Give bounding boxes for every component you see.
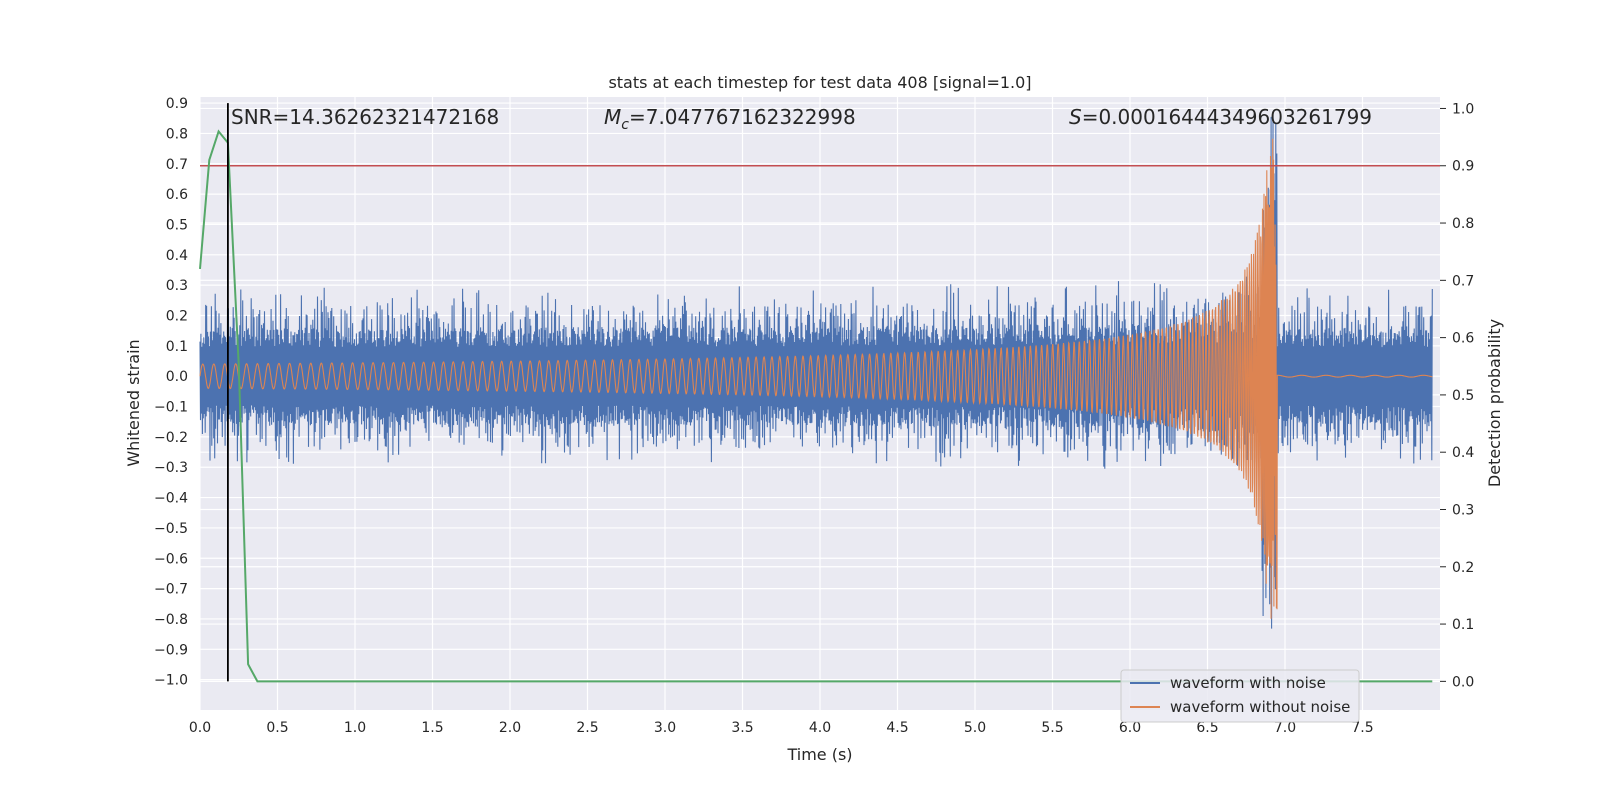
y-tick-label-right: 0.5 <box>1452 388 1474 404</box>
y-tick-label-right: 0.1 <box>1452 617 1474 633</box>
s-annotation: S=0.00016444349603261799 <box>1069 105 1372 129</box>
legend-label-clean: waveform without noise <box>1170 698 1350 716</box>
y-tick-label-left: −0.9 <box>154 642 188 658</box>
y-tick-label-left: −0.3 <box>154 460 188 476</box>
y-tick-label-left: 0.8 <box>166 126 188 142</box>
chart-title: stats at each timestep for test data 408… <box>608 73 1031 92</box>
y-tick-label-right: 1.0 <box>1452 101 1474 117</box>
mc-annotation: Mc=7.047767162322998 <box>604 105 856 133</box>
y-axis-label-right: Detection probability <box>1485 319 1504 487</box>
x-tick-label: 4.0 <box>809 720 831 736</box>
mc-annotation-value: =7.047767162322998 <box>629 105 856 129</box>
y-tick-label-left: 0.3 <box>166 278 188 294</box>
legend-box <box>1120 669 1360 723</box>
x-tick-label: 5.5 <box>1041 720 1063 736</box>
axes: 0.0 0.5 1.0 1.5 2.0 2.5 3.0 3.5 4.0 4.5 5.0 5.5 6.0 6… <box>154 96 1474 736</box>
y-tick-label-left: −1.0 <box>154 673 188 689</box>
y-tick-label-left: 0.2 <box>166 308 188 324</box>
y-tick-label-left: 0.4 <box>166 248 188 264</box>
y-tick-label-right: 0.3 <box>1452 502 1474 518</box>
snr-annotation: SNR=14.36262321472168 <box>231 105 499 129</box>
x-tick-label: 2.5 <box>576 720 598 736</box>
series-waveform-without-noise <box>199 138 1433 619</box>
x-tick-label: 5.0 <box>964 720 986 736</box>
data-layer <box>199 103 1440 683</box>
y-tick-label-left: 0.7 <box>166 157 188 173</box>
y-tick-label-left: −0.1 <box>154 400 188 416</box>
y-tick-label-left: −0.7 <box>154 582 188 598</box>
x-tick-label: 2.0 <box>499 720 521 736</box>
x-tick-label: 1.0 <box>344 720 366 736</box>
x-tick-label: 6.5 <box>1196 720 1218 736</box>
y-tick-label-right: 0.2 <box>1452 560 1474 576</box>
x-tick-label: 3.5 <box>731 720 753 736</box>
x-tick-label: 0.0 <box>189 720 211 736</box>
y-tick-label-left: 0.6 <box>166 187 188 203</box>
x-tick-label: 3.0 <box>654 720 676 736</box>
y-tick-label-left: 0.5 <box>166 217 188 233</box>
y-tick-label-left: 0.1 <box>166 339 188 355</box>
x-axis-label: Time (s) <box>786 745 852 764</box>
y-tick-label-left: −0.6 <box>154 551 188 567</box>
y-tick-label-right: 0.4 <box>1452 445 1474 461</box>
y-tick-label-right: 0.6 <box>1452 331 1474 347</box>
x-tick-label: 0.5 <box>266 720 288 736</box>
s-annotation-value: =0.00016444349603261799 <box>1082 105 1372 129</box>
y-tick-label-right: 0.8 <box>1452 216 1474 232</box>
x-tick-label: 1.5 <box>421 720 443 736</box>
y-tick-label-right: 0.9 <box>1452 159 1474 175</box>
x-tick-label: 7.0 <box>1274 720 1296 736</box>
y-tick-label-left: −0.4 <box>154 491 188 507</box>
y-axis-label-left: Whitened strain <box>124 339 143 466</box>
x-tick-label: 7.5 <box>1351 720 1373 736</box>
x-tick-label: 6.0 <box>1119 720 1141 736</box>
y-tick-label-right: 0.7 <box>1452 273 1474 289</box>
legend-label-noise: waveform with noise <box>1170 674 1326 692</box>
y-tick-label-left: −0.5 <box>154 521 188 537</box>
legend: waveform with noise waveform without noi… <box>1120 669 1360 723</box>
x-tick-label: 4.5 <box>886 720 908 736</box>
y-tick-label-left: 0.9 <box>166 96 188 112</box>
y-tick-label-left: 0.0 <box>166 369 188 385</box>
y-tick-label-left: −0.2 <box>154 430 188 446</box>
y-tick-label-right: 0.0 <box>1452 674 1474 690</box>
y-tick-label-left: −0.8 <box>154 612 188 628</box>
series-detection-probability <box>199 129 1433 683</box>
